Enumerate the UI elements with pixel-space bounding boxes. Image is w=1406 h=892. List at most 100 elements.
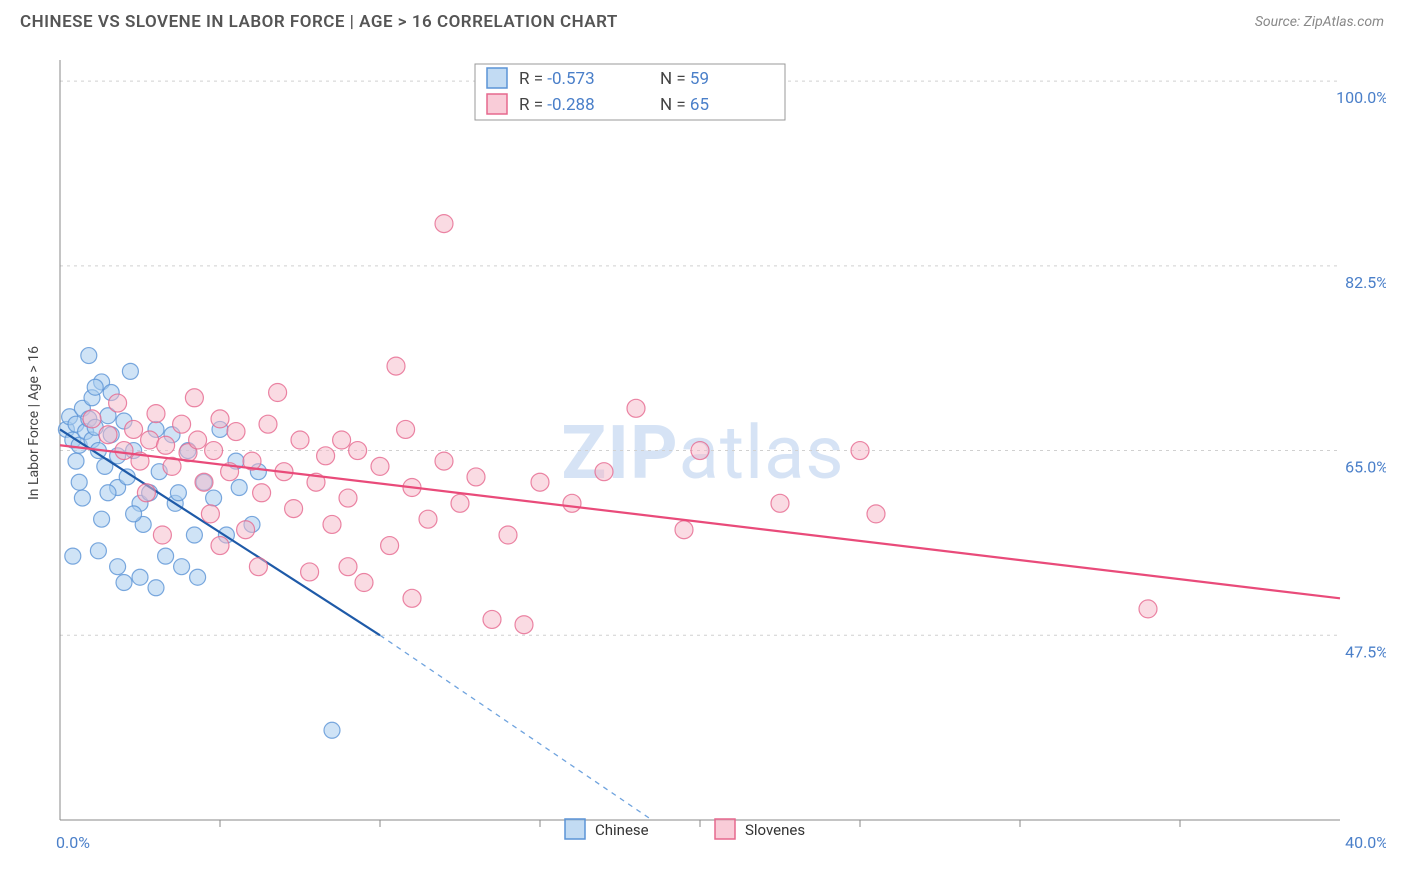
data-point bbox=[771, 494, 789, 512]
data-point bbox=[189, 431, 207, 449]
data-point bbox=[231, 480, 247, 496]
data-point bbox=[483, 610, 501, 628]
header: CHINESE VS SLOVENE IN LABOR FORCE | AGE … bbox=[0, 0, 1406, 42]
data-point bbox=[137, 484, 155, 502]
legend-swatch bbox=[565, 819, 585, 839]
data-point bbox=[387, 357, 405, 375]
data-point bbox=[83, 410, 101, 428]
data-point bbox=[339, 558, 357, 576]
chart-svg: 100.0% 82.5% 65.0% 47.5% 0.0% 40.0% In Labor F… bbox=[20, 50, 1386, 890]
data-point bbox=[94, 511, 110, 527]
data-point bbox=[301, 563, 319, 581]
data-point bbox=[71, 474, 87, 490]
data-point bbox=[333, 431, 351, 449]
data-point bbox=[100, 485, 116, 501]
data-point bbox=[531, 473, 549, 491]
data-point bbox=[675, 521, 693, 539]
data-point bbox=[397, 420, 415, 438]
legend-label: Chinese bbox=[595, 821, 649, 839]
data-point bbox=[122, 363, 138, 379]
data-point bbox=[467, 468, 485, 486]
data-point bbox=[867, 505, 885, 523]
data-point bbox=[211, 537, 229, 555]
data-point bbox=[157, 436, 175, 454]
data-point bbox=[419, 510, 437, 528]
data-point bbox=[147, 405, 165, 423]
data-point bbox=[99, 426, 117, 444]
chart-area: ZIPatlas 100.0%82.5%65.0%47.5%0.0%40.0%I… bbox=[20, 50, 1386, 892]
data-point bbox=[323, 515, 341, 533]
data-point bbox=[110, 559, 126, 575]
stats-n-label: N = 65 bbox=[660, 95, 709, 115]
data-point bbox=[253, 484, 271, 502]
data-point bbox=[205, 442, 223, 460]
data-point bbox=[563, 494, 581, 512]
data-point bbox=[211, 410, 229, 428]
ytick-label: 100.0% bbox=[1336, 88, 1386, 107]
data-point bbox=[153, 526, 171, 544]
data-point bbox=[269, 384, 287, 402]
data-point bbox=[627, 399, 645, 417]
data-point bbox=[201, 505, 219, 523]
data-point bbox=[451, 494, 469, 512]
data-point bbox=[174, 559, 190, 575]
data-point bbox=[227, 423, 245, 441]
data-point bbox=[126, 506, 142, 522]
data-point bbox=[68, 453, 84, 469]
data-point bbox=[355, 574, 373, 592]
data-point bbox=[1139, 600, 1157, 618]
ytick-label: 82.5% bbox=[1345, 273, 1386, 292]
data-point bbox=[259, 415, 277, 433]
data-point bbox=[81, 348, 97, 364]
data-point bbox=[317, 447, 335, 465]
data-point bbox=[349, 442, 367, 460]
data-point bbox=[237, 521, 255, 539]
data-point bbox=[515, 616, 533, 634]
xtick-label: 40.0% bbox=[1345, 833, 1386, 852]
trend-line-extrapolated bbox=[380, 635, 652, 820]
ytick-label: 65.0% bbox=[1345, 458, 1386, 477]
legend-swatch bbox=[487, 68, 507, 88]
data-point bbox=[132, 569, 148, 585]
data-point bbox=[195, 473, 213, 491]
data-point bbox=[249, 558, 267, 576]
data-point bbox=[148, 580, 164, 596]
data-point bbox=[185, 389, 203, 407]
data-point bbox=[324, 722, 340, 738]
data-point bbox=[403, 589, 421, 607]
data-point bbox=[851, 442, 869, 460]
data-point bbox=[116, 575, 132, 591]
data-point bbox=[291, 431, 309, 449]
data-point bbox=[158, 548, 174, 564]
legend-swatch bbox=[487, 94, 507, 114]
data-point bbox=[339, 489, 357, 507]
data-point bbox=[435, 452, 453, 470]
data-point bbox=[435, 215, 453, 233]
data-point bbox=[90, 543, 106, 559]
data-point bbox=[206, 490, 222, 506]
legend-label: Slovenes bbox=[745, 821, 805, 839]
data-point bbox=[691, 442, 709, 460]
data-point bbox=[109, 394, 127, 412]
ytick-label: 47.5% bbox=[1345, 642, 1386, 661]
data-point bbox=[499, 526, 517, 544]
stats-r-label: R = -0.288 bbox=[519, 95, 595, 115]
data-point bbox=[186, 527, 202, 543]
data-point bbox=[595, 463, 613, 481]
data-point bbox=[87, 379, 103, 395]
data-point bbox=[170, 485, 186, 501]
data-point bbox=[173, 415, 191, 433]
legend-swatch bbox=[715, 819, 735, 839]
chart-title: CHINESE VS SLOVENE IN LABOR FORCE | AGE … bbox=[20, 12, 618, 32]
xtick-label: 0.0% bbox=[56, 833, 90, 852]
data-point bbox=[115, 442, 133, 460]
stats-n-label: N = 59 bbox=[660, 69, 709, 89]
stats-r-label: R = -0.573 bbox=[519, 69, 595, 89]
data-point bbox=[371, 457, 389, 475]
data-point bbox=[74, 490, 90, 506]
data-point bbox=[285, 500, 303, 518]
data-point bbox=[125, 420, 143, 438]
data-point bbox=[190, 569, 206, 585]
data-point bbox=[381, 537, 399, 555]
y-axis-label: In Labor Force | Age > 16 bbox=[26, 346, 42, 500]
